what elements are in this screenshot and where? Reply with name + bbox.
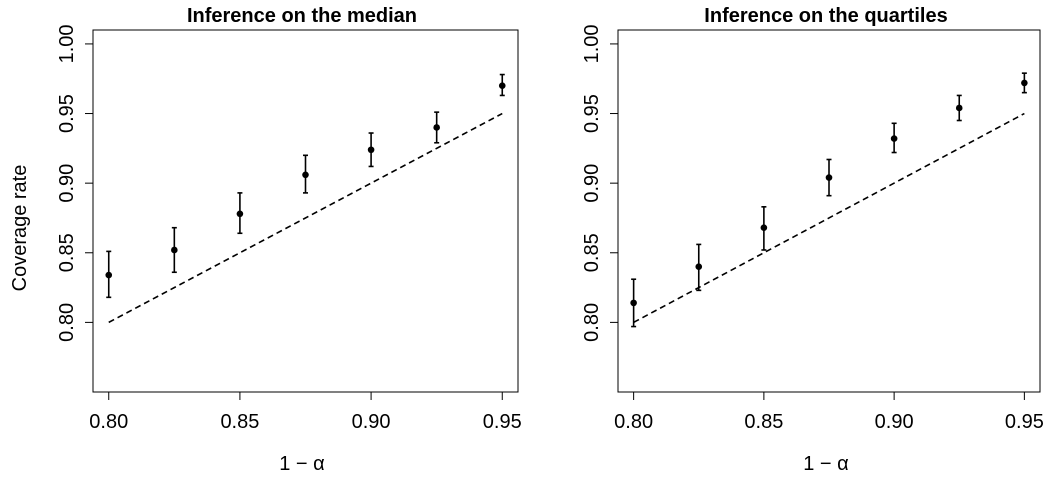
x-tick-label: 0.95 [1005, 411, 1044, 433]
y-tick-label: 0.85 [581, 233, 603, 272]
plot-frame [92, 29, 519, 393]
data-point [236, 210, 244, 218]
data-point [890, 135, 898, 142]
y-tick-label: 0.90 [56, 164, 78, 203]
y-tick-label: 0.95 [581, 94, 603, 133]
panel-median: Inference on the median 1 − α Coverage r… [9, 5, 522, 475]
x-tick-label: 0.90 [352, 411, 391, 433]
x-axis-label: 1 − α [803, 453, 848, 475]
x-tick-label: 0.90 [875, 411, 914, 433]
panel-title: Inference on the quartiles [704, 5, 947, 27]
x-tick-label: 0.80 [614, 411, 653, 433]
y-tick-label: 0.80 [56, 303, 78, 342]
y-tick-label: 0.95 [56, 94, 78, 133]
data-point [171, 246, 178, 254]
data-point [1021, 79, 1028, 87]
data-point [302, 171, 309, 179]
y-tick-label: 1.00 [581, 24, 603, 63]
data-point [955, 104, 963, 112]
panel-title: Inference on the median [187, 5, 417, 27]
y-tick-label: 0.85 [56, 233, 78, 272]
x-tick-label: 0.85 [220, 411, 259, 433]
data-point [760, 224, 768, 232]
x-tick-label: 0.95 [483, 411, 522, 433]
data-point [825, 174, 833, 181]
x-tick-label: 0.80 [89, 411, 128, 433]
reference-line [633, 112, 1025, 324]
plot-frame [617, 29, 1041, 393]
x-axis-label: 1 − α [279, 453, 324, 475]
data-point [367, 146, 375, 154]
panel-quartiles: Inference on the quartiles 1 − α 0.80 0.8… [581, 5, 1044, 475]
data-point [695, 263, 703, 270]
x-tick-label: 0.85 [744, 411, 783, 433]
data-point [105, 271, 113, 279]
y-tick-label: 0.90 [581, 164, 603, 203]
y-axis-label: Coverage rate [9, 165, 31, 292]
reference-line [108, 112, 503, 324]
y-tick-label: 0.80 [581, 303, 603, 342]
y-tick-label: 1.00 [56, 24, 78, 63]
data-point [433, 124, 440, 131]
data-point [498, 82, 506, 89]
data-point [630, 299, 637, 307]
